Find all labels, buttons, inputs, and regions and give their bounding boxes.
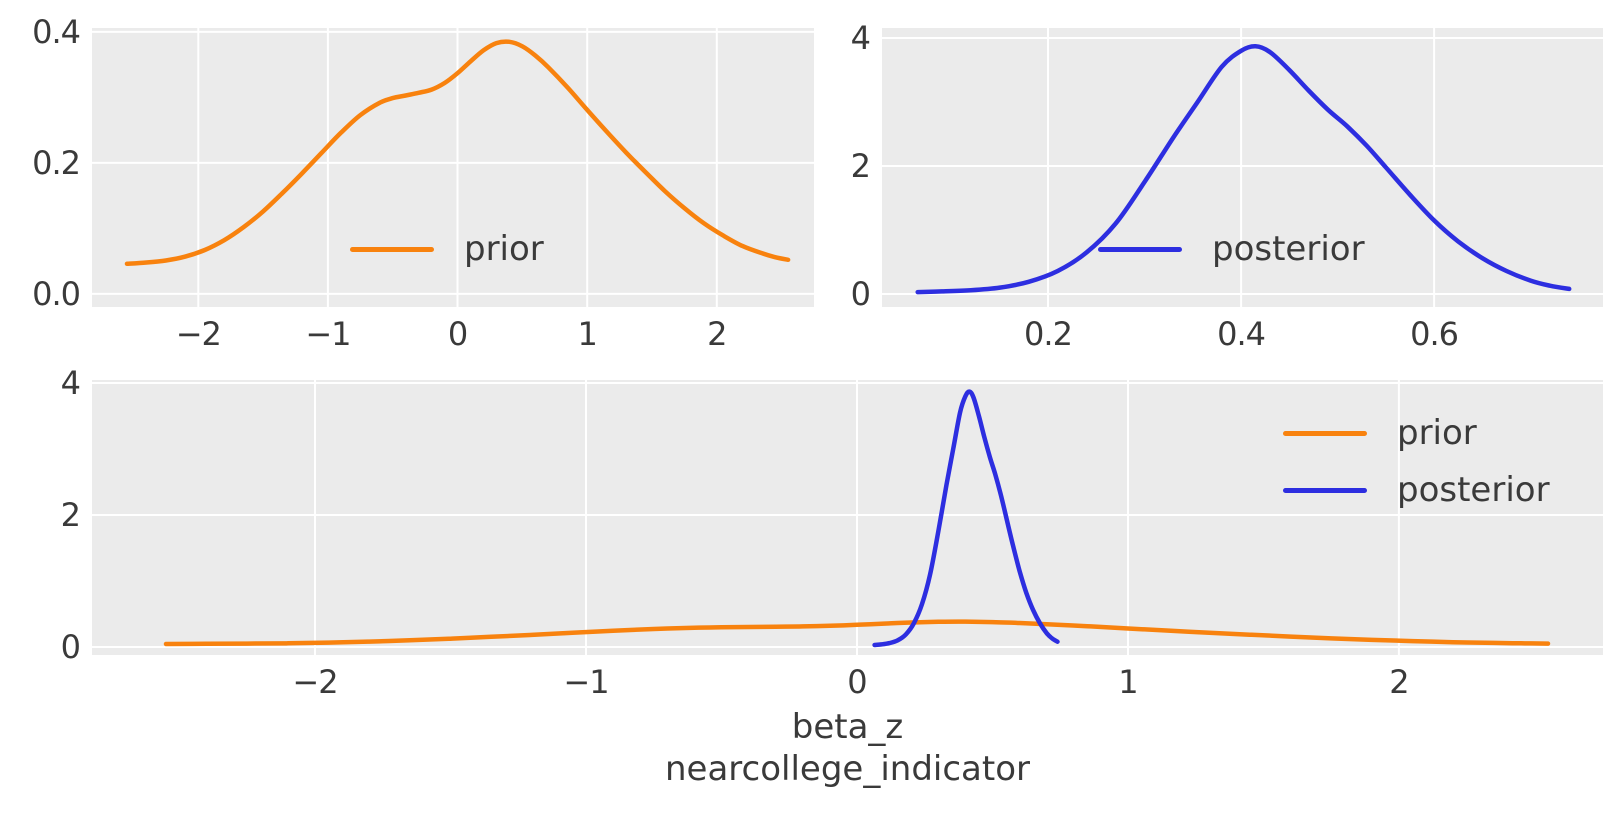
plot-svg [882, 28, 1603, 307]
posterior-marginal-axes [882, 28, 1603, 307]
legend-label: posterior [1397, 470, 1550, 510]
legend-item-prior: prior [1283, 415, 1550, 451]
y-tick-label: 2 [60, 495, 81, 534]
x-tick-label: −1 [563, 663, 609, 701]
y-tick-label: 2 [850, 146, 871, 185]
posterior-curve [872, 389, 1060, 648]
x-axis-label-line1: beta_z [791, 707, 904, 747]
x-tick-label: 0.2 [1024, 315, 1073, 353]
x-axis-label-line2: nearcollege_indicator [664, 749, 1030, 789]
x-tick-label: 2 [1389, 663, 1409, 701]
x-tick-label: −2 [292, 663, 338, 701]
legend-line-swatch [350, 246, 434, 252]
y-tick-label: 4 [850, 18, 871, 57]
legend-line-swatch [1283, 487, 1367, 493]
x-tick-label: −2 [175, 315, 222, 353]
y-tick-label: 0 [850, 275, 871, 313]
x-tick-label: 2 [707, 315, 727, 353]
legend-label: posterior [1212, 229, 1365, 269]
legend-item-posterior: posterior [1283, 472, 1550, 508]
x-tick-label: 1 [1118, 663, 1138, 701]
legend-item-posterior: posterior [1098, 231, 1365, 267]
posterior-curve [915, 44, 1572, 295]
x-tick-label: −1 [305, 315, 351, 353]
plot-svg [92, 28, 814, 307]
x-tick-label: 1 [577, 315, 597, 353]
overlay-axes [92, 380, 1603, 655]
y-tick-label: 0.2 [32, 143, 81, 182]
y-tick-label: 0 [60, 628, 81, 666]
legend-line-swatch [1283, 430, 1367, 436]
x-tick-label: 0.4 [1217, 315, 1266, 353]
x-tick-label: 0 [847, 663, 867, 701]
prior-marginal-axes [92, 28, 814, 307]
plot-svg [92, 380, 1603, 655]
y-tick-label: 0.0 [32, 274, 81, 313]
plot-area [92, 380, 1603, 655]
legend-line-swatch [1098, 246, 1182, 252]
legend-item-prior: prior [350, 231, 544, 267]
y-tick-label: 4 [60, 363, 81, 402]
legend-label: prior [464, 229, 544, 269]
legend-prior-posterior-overlay: prior posterior [1283, 415, 1550, 508]
prior-curve [124, 39, 791, 267]
x-tick-label: 0 [447, 315, 468, 353]
prior-curve [163, 619, 1551, 647]
y-tick-label: 0.4 [32, 12, 81, 51]
legend-label: prior [1397, 413, 1477, 453]
x-axis-label: beta_z nearcollege_indicator [92, 706, 1603, 790]
x-tick-label: 0.6 [1410, 315, 1459, 353]
legend-posterior-marginal: posterior [1098, 231, 1365, 267]
legend-prior-marginal: prior [350, 231, 544, 267]
